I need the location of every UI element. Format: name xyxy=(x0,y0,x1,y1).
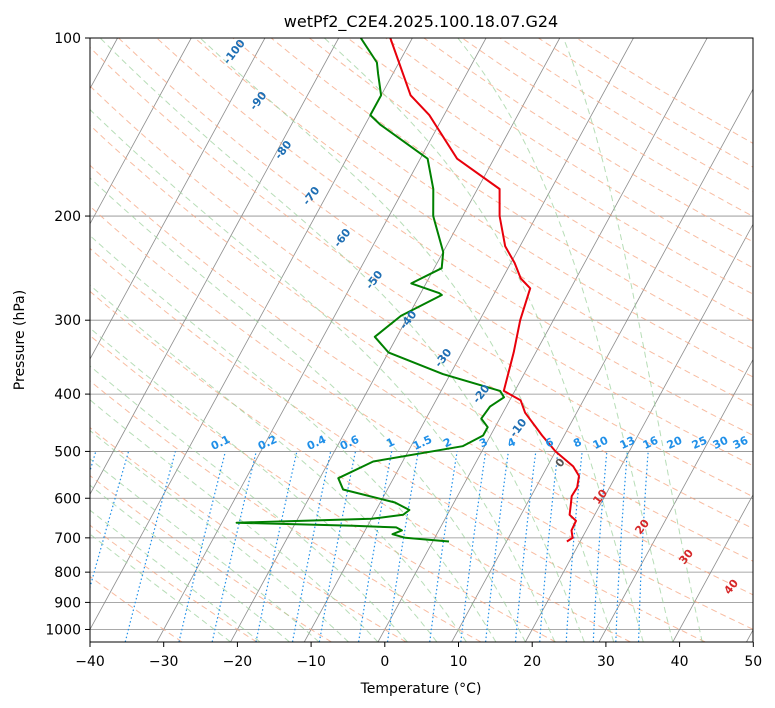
isobar-gridlines xyxy=(90,38,753,630)
isotherm-line xyxy=(90,38,192,225)
isotherm-line xyxy=(451,88,753,642)
moist-adiabat-line xyxy=(199,38,615,642)
isotherm-line xyxy=(230,38,561,642)
x-tick-label: −40 xyxy=(75,654,105,670)
dry-adiabat-line xyxy=(90,575,183,642)
y-tick-label: 800 xyxy=(54,565,81,581)
mixing-ratio-line xyxy=(485,451,509,642)
mixing-ratio-lines xyxy=(90,451,649,642)
x-tick-label: 40 xyxy=(671,654,689,670)
moist-adiabat-line xyxy=(323,38,644,642)
moist-adiabat-line xyxy=(90,327,438,642)
y-tick-label: 1000 xyxy=(45,622,81,638)
mixing-ratio-line xyxy=(386,451,419,642)
mixing-ratio-line xyxy=(460,451,487,642)
mixing-ratio-label: 13 xyxy=(618,434,637,452)
x-tick-label: −20 xyxy=(223,654,253,670)
dry-adiabat-line xyxy=(90,380,482,642)
isotherm-line xyxy=(90,38,266,360)
moist-adiabat-line xyxy=(562,38,703,642)
y-axis-ticks: 100 200 300 400 500 600 700 800 900 1000 xyxy=(45,31,90,638)
x-axis-ticks: −40 −30 −20 −10 0 10 20 30 40 50 xyxy=(75,642,762,670)
moist-adiabat-line xyxy=(457,38,674,642)
mixing-ratio-label: 16 xyxy=(641,434,661,452)
y-tick-label: 100 xyxy=(54,31,81,47)
y-tick-label: 600 xyxy=(54,491,81,507)
y-axis-label: Pressure (hPa) xyxy=(12,290,28,390)
mixing-ratio-line xyxy=(124,451,176,642)
y-tick-label: 300 xyxy=(54,313,81,329)
dry-adiabat-line xyxy=(90,164,753,596)
dewpoint-profile-line xyxy=(235,38,505,543)
mixing-ratio-line xyxy=(211,451,257,642)
dry-adiabat-line xyxy=(309,38,753,322)
isotherm-line xyxy=(598,358,753,642)
mixing-ratio-label: 36 xyxy=(731,434,751,452)
moist-adiabat-line xyxy=(90,108,556,642)
x-tick-label: −30 xyxy=(149,654,179,670)
sounding-profiles xyxy=(235,38,580,543)
dry-adiabat-line xyxy=(194,38,753,407)
y-tick-label: 900 xyxy=(54,595,81,611)
x-tick-label: −10 xyxy=(296,654,326,670)
isotherm-line xyxy=(672,493,753,642)
mixing-ratio-line xyxy=(514,451,537,642)
y-tick-label: 700 xyxy=(54,531,81,547)
isotherm-line xyxy=(90,38,340,496)
x-tick-label: 20 xyxy=(523,654,541,670)
mixing-ratio-line xyxy=(90,451,130,590)
dry-adiabat-line xyxy=(90,475,332,642)
chart-title: wetPf2_C2E4.2025.100.18.07.G24 xyxy=(284,12,558,32)
dry-adiabat-line xyxy=(347,38,753,295)
mixing-ratio-label: 10 xyxy=(591,434,611,452)
dry-adiabat-line xyxy=(90,334,556,642)
dry-adiabats xyxy=(90,38,753,642)
moist-adiabat-line xyxy=(90,284,467,642)
dry-adiabat-line xyxy=(90,426,407,642)
moist-adiabat-line xyxy=(90,429,349,642)
isotherm-line xyxy=(525,223,753,642)
dry-adiabat-line xyxy=(90,124,753,562)
isotherm-line xyxy=(156,38,487,642)
mixing-ratio-line xyxy=(178,451,226,642)
x-tick-label: 30 xyxy=(597,654,615,670)
temperature-profile-line xyxy=(389,38,580,543)
x-tick-label: 10 xyxy=(450,654,468,670)
plot-frame xyxy=(89,37,754,643)
moist-adiabat-line xyxy=(90,484,290,642)
mixing-ratio-label: 25 xyxy=(690,434,709,452)
isotherm-line xyxy=(377,38,708,642)
dry-adiabat-line xyxy=(90,290,631,642)
moist-adiabat-line xyxy=(99,38,585,642)
dry-adiabat-line xyxy=(118,38,753,467)
x-axis-label: Temperature (°C) xyxy=(360,681,482,697)
dry-adiabat-line xyxy=(90,205,753,630)
isotherm-line xyxy=(90,38,413,631)
moist-adiabat-line xyxy=(90,234,497,642)
moist-adiabat-line xyxy=(90,458,320,642)
mixing-ratio-line xyxy=(358,451,393,642)
moist-adiabat-line xyxy=(90,177,526,642)
y-tick-label: 200 xyxy=(54,209,81,225)
y-tick-label: 500 xyxy=(54,444,81,460)
x-tick-label: 0 xyxy=(380,654,389,670)
y-tick-label: 400 xyxy=(54,387,81,403)
dry-adiabat-line xyxy=(90,247,706,642)
x-tick-label: 50 xyxy=(744,654,762,670)
dry-adiabat-line xyxy=(156,38,753,436)
mixing-ratio-label: 30 xyxy=(711,434,731,452)
mixing-ratio-line xyxy=(429,451,458,642)
moist-adiabats xyxy=(90,38,703,642)
isotherm-lines xyxy=(90,38,753,642)
mixing-ratio-label: 20 xyxy=(665,434,685,452)
